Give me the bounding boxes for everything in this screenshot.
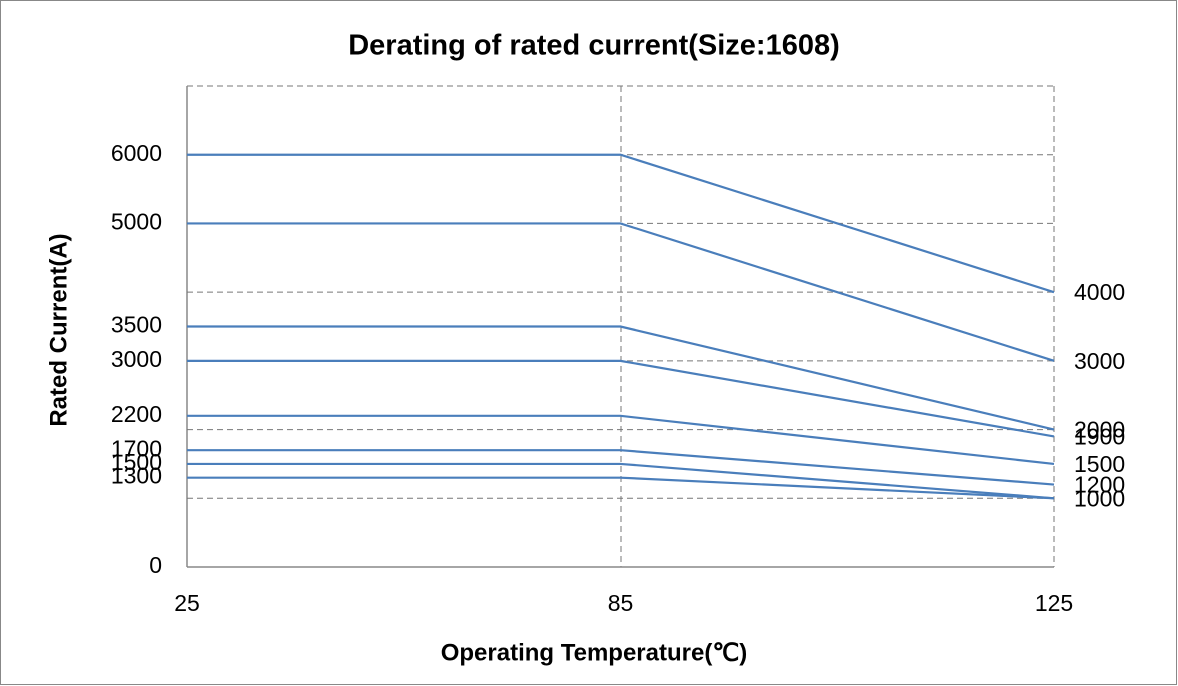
- series-line: [187, 359, 1055, 438]
- chart-title: Derating of rated current(Size:1608): [348, 30, 840, 62]
- y2-tick-label: 3000: [1074, 348, 1125, 374]
- y2-tick-label: 1000: [1074, 485, 1125, 511]
- y-tick-label: 0: [149, 552, 162, 578]
- y-tick-label: 1500: [111, 449, 162, 475]
- series-line: [187, 325, 1055, 431]
- series-line: [187, 414, 1055, 466]
- x-tick-label: 25: [174, 590, 200, 616]
- y-axis-label: Rated Current(A): [45, 233, 72, 426]
- y-tick-label: 1700: [111, 435, 162, 461]
- y-tick-label: 3500: [111, 312, 162, 338]
- y-tick-label: 5000: [111, 209, 162, 235]
- y2-tick-label: 4000: [1074, 279, 1125, 305]
- y-tick-label: 1300: [111, 463, 162, 489]
- y2-tick-label: 1500: [1074, 451, 1125, 477]
- y2-tick-label: 2000: [1074, 417, 1125, 443]
- y2-tick-label: 1900: [1074, 424, 1125, 450]
- series-line: [187, 153, 1055, 294]
- x-axis-label: Operating Temperature(℃): [441, 639, 748, 666]
- y-tick-label: 6000: [111, 140, 162, 166]
- series-line: [187, 222, 1055, 362]
- series-line: [187, 449, 1055, 486]
- series-line: [187, 462, 1055, 500]
- y-tick-label: 3000: [111, 346, 162, 372]
- x-tick-label: 125: [1035, 590, 1073, 616]
- y-tick-label: 2200: [111, 401, 162, 427]
- y2-tick-label: 1200: [1074, 472, 1125, 498]
- series-line: [187, 476, 1055, 500]
- x-tick-label: 85: [608, 590, 634, 616]
